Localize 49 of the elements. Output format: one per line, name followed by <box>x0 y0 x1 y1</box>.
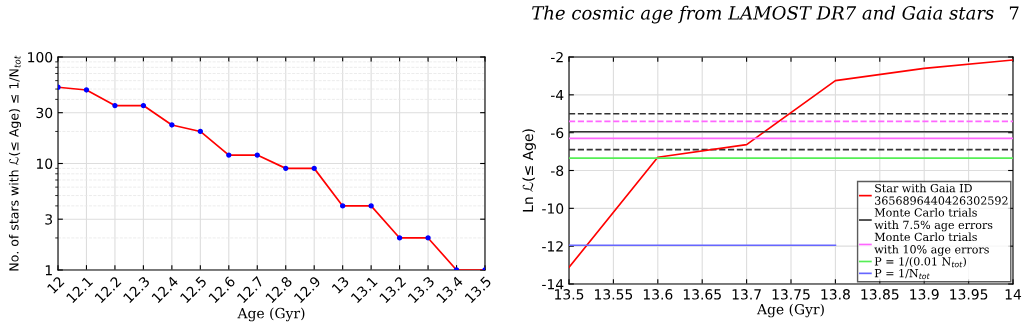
x-tick-label: 13.85 <box>861 289 899 300</box>
x-tick-label: 13.6 <box>643 289 673 300</box>
point <box>425 235 431 241</box>
legend-label: P = 1/N$_{tot}$ <box>874 268 930 280</box>
y-tick-label: 3 <box>45 214 53 225</box>
x-tick-label: 13.55 <box>595 289 633 300</box>
x-tick-label: 14 <box>1005 289 1022 300</box>
x-tick-label: 13.5 <box>555 289 584 300</box>
y-tick-label: -8 <box>550 165 564 176</box>
x-tick-label: 13 <box>331 275 350 294</box>
legend-label: Monte Carlo trials with 10% age errors <box>874 232 989 256</box>
y-tick-label: -2 <box>550 51 563 63</box>
y-tick-label: -10 <box>542 203 564 214</box>
y-tick-label: -6 <box>550 127 564 139</box>
point <box>83 87 90 93</box>
point <box>226 152 232 158</box>
y-tick-label: -14 <box>542 279 564 290</box>
x-tick-label: 13.65 <box>683 289 721 300</box>
point <box>140 102 147 109</box>
legend-label: P = 1/(0.01 N$_{tot}$) <box>874 256 966 268</box>
x-tick-label: 13.95 <box>950 289 988 300</box>
point <box>112 102 118 109</box>
y-tick-label: 10 <box>36 158 53 169</box>
point <box>340 203 346 209</box>
point <box>368 203 374 209</box>
x-axis-title: Age (Gyr) <box>237 307 305 322</box>
x-tick-label: 13.9 <box>910 289 939 300</box>
point <box>169 122 175 128</box>
y-axis-title: Ln ℒ(≤ Age) <box>522 129 536 212</box>
x-axis-title: Age (Gyr) <box>756 303 824 318</box>
point <box>283 165 289 172</box>
point <box>396 235 403 241</box>
y-tick-label: 100 <box>28 51 53 63</box>
x-tick-label: 13.8 <box>821 289 850 300</box>
y-axis-title: No. of stars with ℒ(≤ Age) ≤ 1/N$_{tot}$ <box>8 55 22 271</box>
x-tick-label: 13.7 <box>732 289 761 300</box>
point <box>311 165 317 172</box>
x-tick-label: 12 <box>46 276 65 294</box>
point <box>197 128 203 135</box>
legend-label: Monte Carlo trials with 7.5% age errors <box>874 208 993 232</box>
legend-label: Star with Gaia ID 3656896440426302592 <box>875 183 1008 205</box>
x-tick-label: 13.75 <box>772 289 810 300</box>
y-tick-label: 30 <box>36 107 53 119</box>
y-tick-label: -12 <box>542 241 563 252</box>
point <box>254 152 260 158</box>
text: The cosmic age from LAMOST DR7 and Gaia stars <box>532 5 994 24</box>
y-tick-label: 1 <box>45 265 52 276</box>
y-tick-label: -4 <box>550 89 564 101</box>
text: 7 <box>1009 6 1019 20</box>
